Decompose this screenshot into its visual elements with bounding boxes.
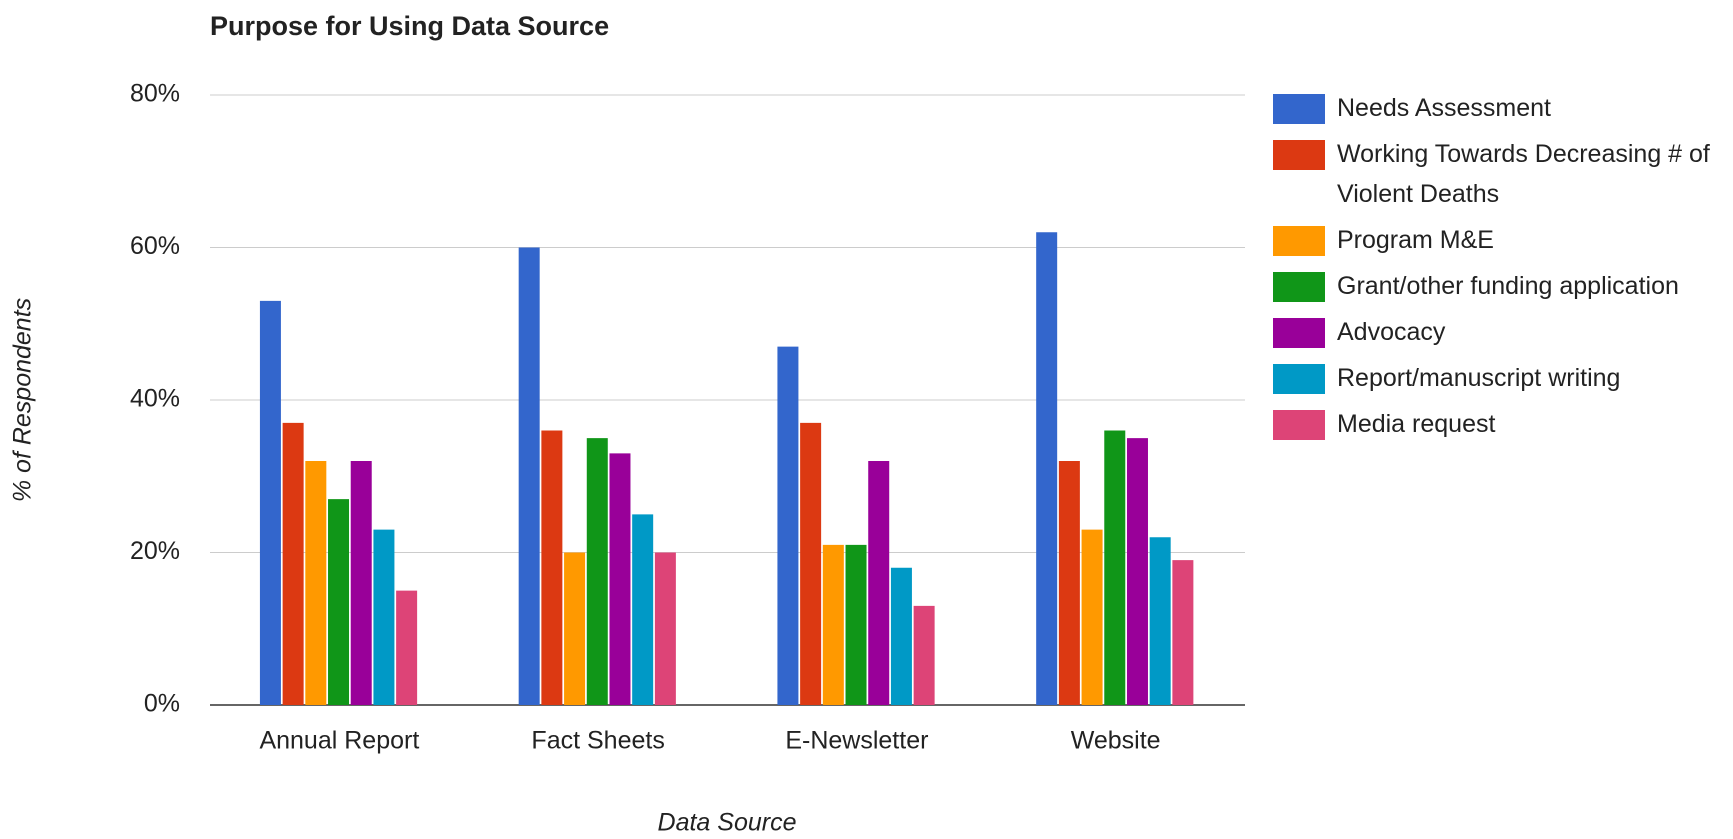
bar [1058,461,1080,705]
legend-label: Program M&E [1337,226,1494,254]
legend-item: Report/manuscript writing [1273,362,1723,398]
bar [868,461,890,705]
chart-title: Purpose for Using Data Source [210,11,609,41]
bar [541,430,563,705]
bar [564,552,586,705]
legend-label: Media request [1337,410,1496,438]
bar [1149,537,1171,705]
bar [518,247,540,705]
legend-swatch [1273,364,1325,394]
bar [609,453,631,705]
bar [822,544,844,705]
bar [890,567,912,705]
legend-label: Needs Assessment [1337,94,1551,122]
legend-item: Advocacy [1273,316,1723,352]
legend-swatch [1273,318,1325,348]
bar [845,544,867,705]
y-tick-label: 60% [130,232,180,260]
bar [586,438,608,705]
legend-swatch [1273,410,1325,440]
legend-item: Media request [1273,408,1723,444]
y-axis-title: % of Respondents [9,298,37,502]
x-tick-label: Website [1071,727,1161,755]
bar [1126,438,1148,705]
bar [350,461,372,705]
x-tick-label: Fact Sheets [531,727,664,755]
legend-label: Grant/other funding application [1337,272,1679,300]
bar [282,422,304,705]
bar [1036,232,1058,705]
y-tick-label: 0% [144,690,180,718]
legend-item: Grant/other funding application [1273,270,1723,306]
x-tick-label: E-Newsletter [785,727,928,755]
bar [328,499,350,705]
legend-item: Working Towards Decreasing # of Violent … [1273,138,1723,214]
y-tick-label: 20% [130,537,180,565]
bar [259,300,281,705]
bar [373,529,395,705]
bar [632,514,654,705]
legend: Needs Assessment Working Towards Decreasi… [1273,92,1723,454]
bar [800,422,822,705]
legend-item: Program M&E [1273,224,1723,260]
legend-label: Working Towards Decreasing # of Violent … [1337,140,1710,208]
bar [654,552,676,705]
legend-item: Needs Assessment [1273,92,1723,128]
bar [1172,560,1194,705]
legend-swatch [1273,226,1325,256]
bar [913,605,935,705]
legend-label: Report/manuscript writing [1337,364,1621,392]
bar [777,346,799,705]
legend-swatch [1273,94,1325,124]
y-tick-label: 40% [130,385,180,413]
y-tick-label: 80% [130,80,180,108]
x-tick-label: Annual Report [259,727,419,755]
bar [1081,529,1103,705]
bar [1104,430,1126,705]
legend-swatch [1273,272,1325,302]
legend-swatch [1273,140,1325,170]
bar [396,590,418,705]
x-axis-title: Data Source [658,809,797,837]
bar [305,461,327,705]
legend-label: Advocacy [1337,318,1446,346]
